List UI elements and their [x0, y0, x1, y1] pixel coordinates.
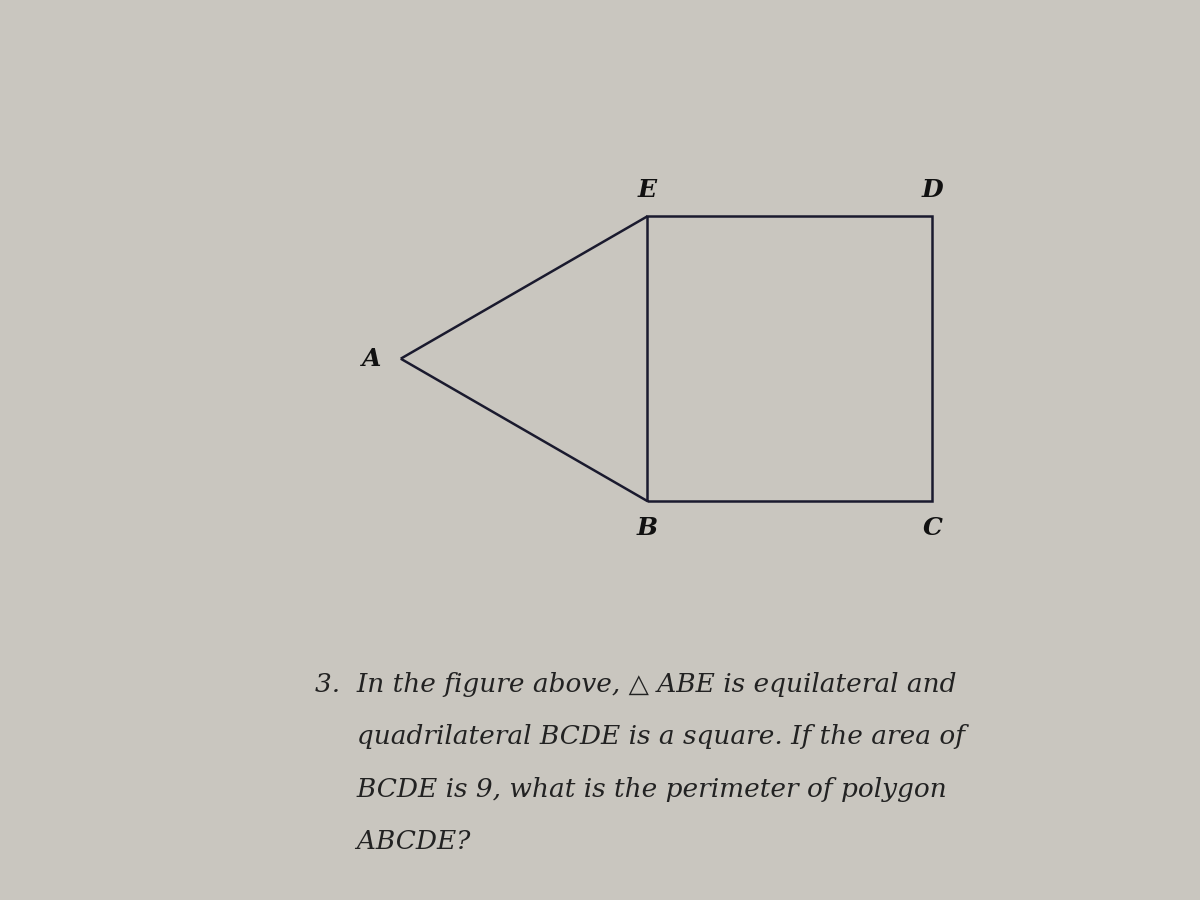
Text: C: C: [923, 516, 942, 540]
Text: A: A: [362, 346, 382, 371]
Text: BCDE is 9, what is the perimeter of polygon: BCDE is 9, what is the perimeter of poly…: [316, 777, 947, 802]
Text: B: B: [637, 516, 658, 540]
Text: 3.  In the figure above, △ ABE is equilateral and: 3. In the figure above, △ ABE is equilat…: [316, 672, 956, 698]
Text: quadrilateral BCDE is a square. If the area of: quadrilateral BCDE is a square. If the a…: [316, 724, 965, 750]
Text: D: D: [922, 177, 943, 202]
Text: ABCDE?: ABCDE?: [316, 829, 470, 854]
Text: E: E: [638, 177, 656, 202]
